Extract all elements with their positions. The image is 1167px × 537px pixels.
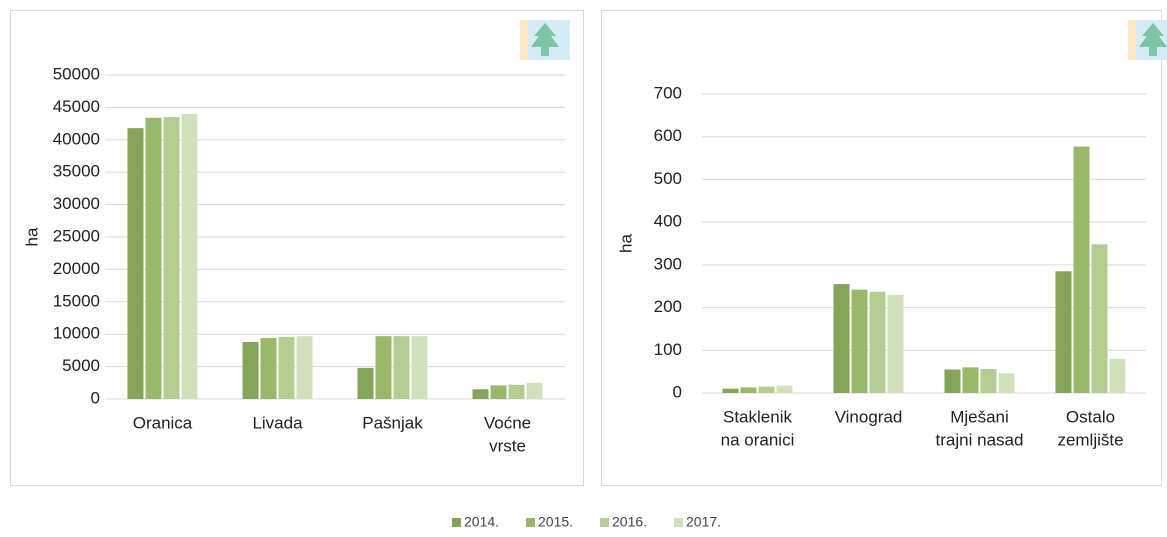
- y-axis-label: ha: [22, 227, 41, 246]
- y-tick-label: 30000: [53, 194, 100, 213]
- bar: [1073, 146, 1090, 393]
- bar: [526, 382, 543, 399]
- panel: [601, 10, 1162, 486]
- bar: [944, 369, 961, 393]
- y-tick-label: 600: [654, 126, 682, 145]
- x-tick-label: na oranici: [721, 430, 795, 449]
- y-tick-label: 50000: [53, 64, 100, 83]
- x-tick-label: Vinograd: [835, 407, 903, 426]
- x-tick-label: Voćne: [484, 413, 531, 432]
- y-tick-label: 0: [673, 382, 682, 401]
- x-tick-label: Pašnjak: [362, 413, 423, 432]
- x-tick-label: Staklenik: [723, 407, 792, 426]
- y-tick-label: 0: [91, 388, 100, 407]
- x-tick-label: zemljište: [1057, 430, 1123, 449]
- y-tick-label: 20000: [53, 259, 100, 278]
- legend-swatch: [452, 518, 461, 527]
- bar: [869, 291, 886, 393]
- legend-swatch: [526, 518, 535, 527]
- y-tick-label: 300: [654, 254, 682, 273]
- bar: [1109, 358, 1126, 393]
- bar: [490, 385, 507, 399]
- x-tick-label: Ostalo: [1066, 407, 1115, 426]
- y-tick-label: 700: [654, 83, 682, 102]
- bar: [163, 117, 180, 400]
- bar: [393, 336, 410, 399]
- bar: [472, 389, 489, 399]
- bar: [887, 294, 904, 393]
- legend-label: 2015.: [538, 514, 573, 530]
- bar: [145, 117, 162, 399]
- y-axis-label: ha: [616, 234, 635, 253]
- bar: [296, 336, 313, 399]
- x-tick-label: Livada: [252, 413, 303, 432]
- bar: [851, 289, 868, 393]
- bar: [411, 336, 428, 399]
- legend-label: 2016.: [612, 514, 647, 530]
- y-tick-label: 500: [654, 169, 682, 188]
- bar: [998, 373, 1015, 393]
- legend-label: 2014.: [464, 514, 499, 530]
- bar: [980, 369, 997, 393]
- legend-swatch: [600, 518, 609, 527]
- bar: [375, 336, 392, 399]
- y-tick-label: 45000: [53, 97, 100, 116]
- y-tick-label: 200: [654, 297, 682, 316]
- bar: [278, 336, 295, 399]
- bar: [357, 367, 374, 399]
- y-tick-label: 10000: [53, 324, 100, 343]
- panel: [10, 10, 584, 486]
- x-tick-label: vrste: [489, 436, 526, 455]
- legend-swatch: [674, 518, 683, 527]
- y-tick-label: 400: [654, 212, 682, 231]
- bar: [181, 113, 198, 399]
- bar: [722, 388, 739, 393]
- legend-label: 2017.: [686, 514, 721, 530]
- bar: [1055, 271, 1072, 393]
- y-tick-label: 25000: [53, 226, 100, 245]
- x-tick-label: Mješani: [950, 407, 1009, 426]
- bar: [758, 386, 775, 393]
- bar: [127, 128, 144, 400]
- legend: 2014. 2015. 2016. 2017.: [452, 514, 721, 530]
- bar: [1091, 244, 1108, 393]
- y-tick-label: 15000: [53, 291, 100, 310]
- y-tick-label: 5000: [62, 356, 100, 375]
- y-tick-label: 100: [654, 340, 682, 359]
- x-tick-label: Oranica: [133, 413, 193, 432]
- bar: [740, 387, 757, 393]
- bar: [962, 367, 979, 393]
- logo: [1128, 20, 1167, 60]
- bar: [776, 385, 793, 393]
- y-tick-label: 35000: [53, 162, 100, 181]
- y-tick-label: 40000: [53, 129, 100, 148]
- logo: [520, 20, 570, 60]
- bar: [508, 384, 525, 399]
- bar: [833, 284, 850, 393]
- bar: [242, 341, 259, 399]
- x-tick-label: trajni nasad: [936, 430, 1024, 449]
- bar: [260, 338, 277, 399]
